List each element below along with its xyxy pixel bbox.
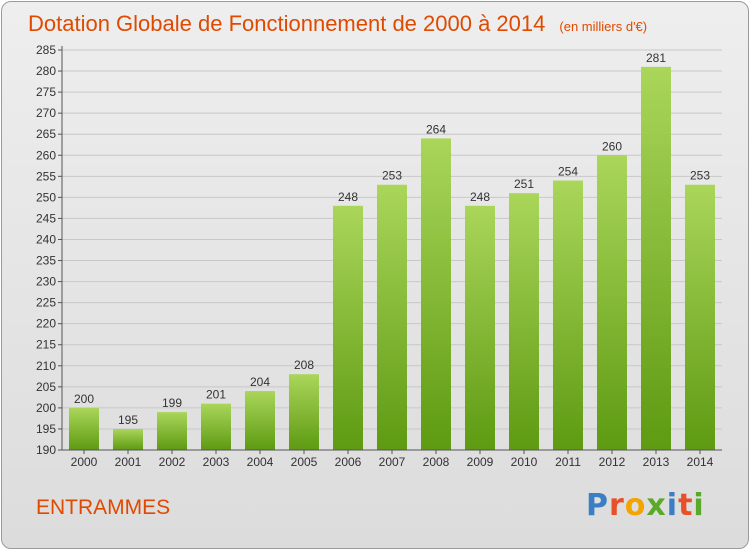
- y-tick-label: 190: [36, 443, 56, 457]
- x-tick-label: 2007: [379, 455, 406, 469]
- chart-title-text: Dotation Globale de Fonctionnement de 20…: [28, 11, 546, 36]
- y-tick-label: 235: [36, 254, 56, 268]
- y-tick-label: 205: [36, 380, 56, 394]
- x-tick-label: 2002: [159, 455, 186, 469]
- bars: 200 195 199 201 204 208 248 253 264 248 251 254 260 2…: [69, 51, 715, 451]
- proxiti-logo: Proxiti: [586, 488, 705, 523]
- bar: [685, 184, 715, 450]
- x-tick-label: 2006: [335, 455, 362, 469]
- y-tick-label: 200: [36, 401, 56, 415]
- data-label: 281: [646, 51, 666, 65]
- data-label: 195: [118, 413, 138, 427]
- data-label: 204: [250, 375, 270, 389]
- y-tick-label: 195: [36, 422, 56, 436]
- logo-letter: P: [586, 488, 609, 523]
- x-tick-label: 2003: [203, 455, 230, 469]
- bar: [201, 403, 231, 450]
- x-tick-label: 2000: [71, 455, 98, 469]
- bar: [421, 138, 451, 450]
- y-tick-label: 240: [36, 232, 56, 246]
- logo-letter: t: [678, 488, 694, 523]
- x-tick-label: 2011: [555, 455, 581, 469]
- logo-letter: i: [666, 488, 679, 523]
- bar: [245, 391, 275, 450]
- data-label: 251: [514, 177, 534, 191]
- data-label: 264: [426, 122, 446, 136]
- y-tick-label: 275: [36, 85, 56, 99]
- bar: [597, 155, 627, 450]
- x-tick-label: 2010: [511, 455, 538, 469]
- bar: [157, 412, 187, 450]
- x-tick-label: 2012: [599, 455, 626, 469]
- y-tick-label: 225: [36, 296, 56, 310]
- chart-title: Dotation Globale de Fonctionnement de 20…: [28, 11, 647, 37]
- bar: [465, 205, 495, 450]
- data-label: 253: [382, 169, 402, 183]
- data-label: 199: [162, 396, 182, 410]
- x-tick-label: 2001: [115, 455, 142, 469]
- data-label: 254: [558, 165, 578, 179]
- y-tick-label: 265: [36, 127, 56, 141]
- y-axis: 190 195 200 205 210 215 220 225 230 235 240 245 250 2…: [36, 43, 63, 457]
- data-label: 260: [602, 139, 622, 153]
- x-tick-label: 2013: [643, 455, 670, 469]
- bar: [377, 184, 407, 450]
- y-tick-label: 210: [36, 359, 56, 373]
- y-tick-label: 245: [36, 211, 56, 225]
- y-tick-label: 230: [36, 275, 56, 289]
- x-tick-label: 2004: [247, 455, 274, 469]
- data-label: 253: [690, 169, 710, 183]
- bar: [641, 66, 671, 450]
- x-tick-label: 2009: [467, 455, 494, 469]
- x-tick-label: 2014: [687, 455, 714, 469]
- y-tick-label: 280: [36, 64, 56, 78]
- bar: [69, 407, 99, 450]
- logo-letter: r: [609, 488, 625, 523]
- y-tick-label: 215: [36, 338, 56, 352]
- chart-unit-note: (en milliers d'€): [559, 19, 648, 34]
- x-tick-label: 2005: [291, 455, 318, 469]
- data-label: 248: [470, 190, 490, 204]
- logo-letter: x: [646, 488, 667, 523]
- x-tick-label: 2008: [423, 455, 450, 469]
- data-label: 208: [294, 358, 314, 372]
- data-label: 201: [206, 388, 226, 402]
- logo-letter: o: [624, 488, 647, 523]
- bar: [509, 193, 539, 450]
- y-tick-label: 250: [36, 190, 56, 204]
- y-tick-label: 260: [36, 148, 56, 162]
- y-tick-label: 285: [36, 43, 56, 57]
- y-tick-label: 255: [36, 169, 56, 183]
- data-label: 200: [74, 392, 94, 406]
- bar: [553, 180, 583, 451]
- y-tick-label: 270: [36, 106, 56, 120]
- logo-letter: i: [693, 488, 705, 523]
- commune-name: ENTRAMMES: [36, 496, 171, 519]
- bar: [289, 374, 319, 450]
- bar: [333, 205, 363, 450]
- data-label: 248: [338, 190, 358, 204]
- x-axis: 2000 2001 2002 2003 2004 2005 2006 2007 2008 2009…: [62, 449, 722, 469]
- y-tick-label: 220: [36, 317, 56, 331]
- bar: [113, 428, 143, 450]
